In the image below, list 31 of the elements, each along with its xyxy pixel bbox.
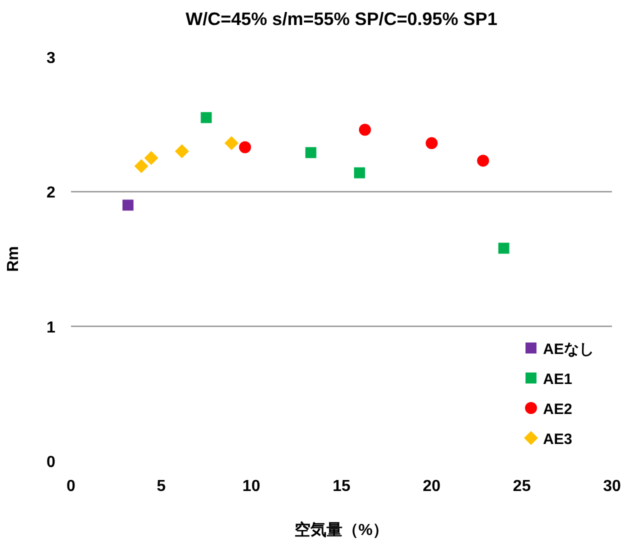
y-tick-label: 0 (46, 454, 56, 471)
y-tick-label: 2 (46, 184, 56, 202)
x-tick-label: 30 (603, 478, 621, 495)
point (174, 144, 189, 158)
x-tick-label: 5 (156, 478, 166, 495)
legend-label: AE2 (543, 401, 572, 418)
x-tick-label: 15 (332, 478, 350, 495)
chart-title: W/C=45% s/m=55% SP/C=0.95% SP1 (186, 9, 498, 29)
point (224, 136, 238, 150)
point (239, 141, 252, 154)
point (477, 154, 490, 167)
point (144, 151, 158, 165)
point (498, 242, 510, 254)
point (305, 147, 316, 158)
legend-label: AE3 (543, 431, 572, 448)
point (200, 112, 212, 124)
x-tick-label: 25 (512, 478, 531, 495)
point (426, 137, 438, 150)
x-tick-label: 0 (66, 478, 76, 495)
point (358, 124, 371, 136)
legend-label: AE1 (543, 371, 572, 388)
point (122, 200, 134, 211)
y-axis-title: Rm (5, 246, 22, 272)
point (134, 159, 148, 174)
legend-label: AEなし (543, 341, 594, 358)
x-tick-label: 20 (422, 478, 441, 495)
x-tick-label: 10 (242, 478, 260, 495)
y-tick-label: 1 (46, 319, 56, 336)
x-axis-title: 空気量（%） (294, 521, 389, 539)
point (354, 167, 366, 178)
y-tick-label: 3 (46, 50, 56, 67)
